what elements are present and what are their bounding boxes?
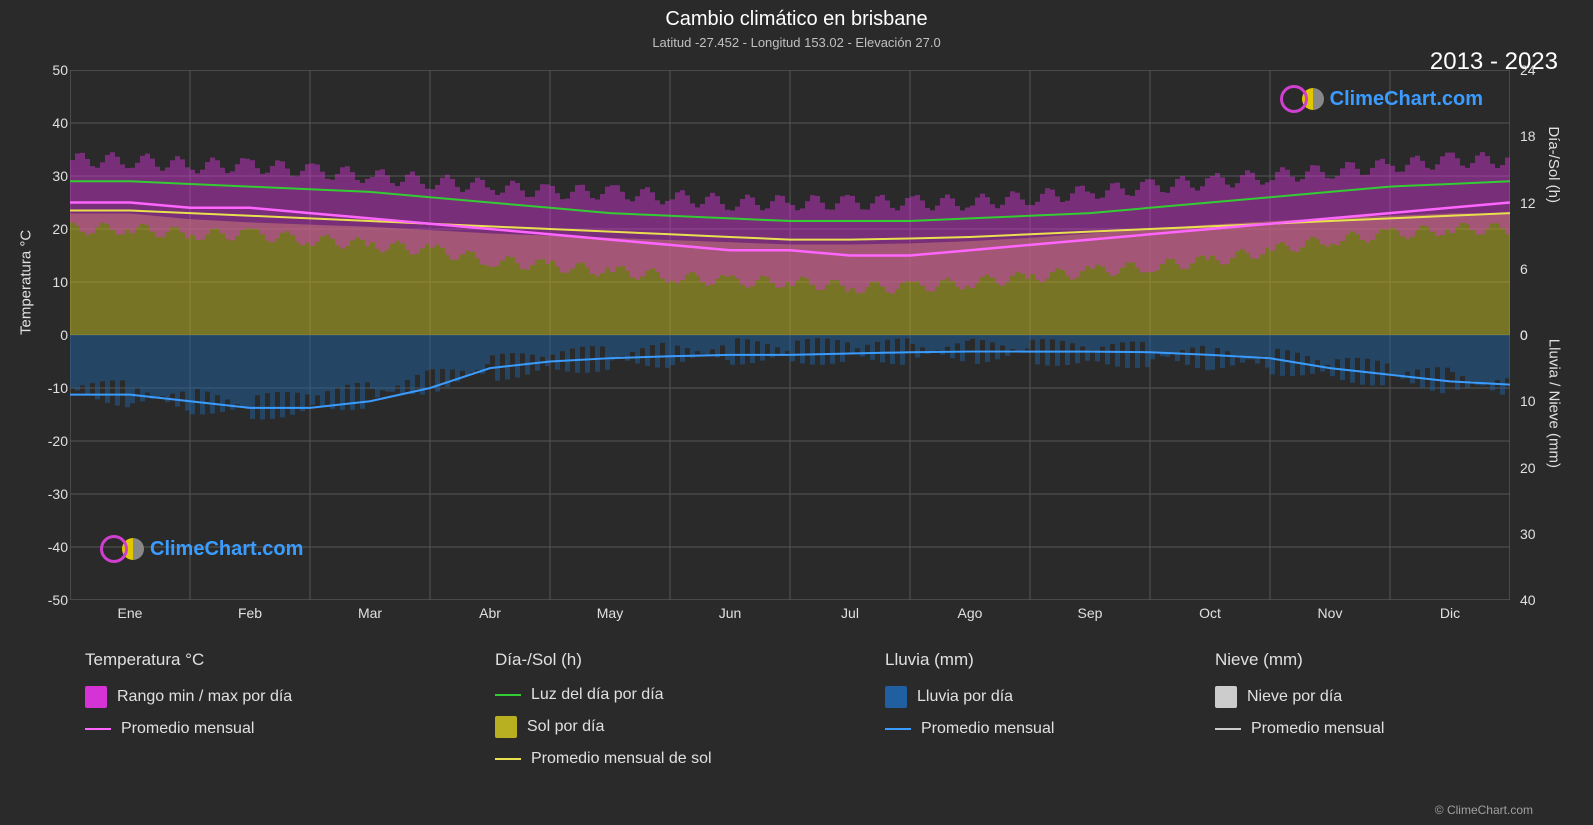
legend-label: Promedio mensual bbox=[121, 720, 254, 738]
logo-circle-icon bbox=[100, 535, 128, 563]
legend-col-temperature: Temperatura °C Rango min / max por día Pr… bbox=[85, 650, 465, 768]
x-tick: Ago bbox=[958, 605, 983, 621]
legend-swatch bbox=[495, 716, 517, 738]
watermark-text: ClimeChart.com bbox=[1330, 88, 1483, 111]
legend-header: Lluvia (mm) bbox=[885, 650, 1185, 670]
legend-item: Promedio mensual de sol bbox=[495, 750, 855, 768]
legend: Temperatura °C Rango min / max por día Pr… bbox=[85, 650, 1525, 768]
y-axis-right-bottom-title: Lluvia / Nieve (mm) bbox=[1546, 338, 1563, 467]
y-right-bottom-tick: 0 bbox=[1520, 327, 1528, 343]
legend-label: Promedio mensual de sol bbox=[531, 750, 712, 768]
legend-swatch bbox=[1215, 686, 1237, 708]
copyright: © ClimeChart.com bbox=[1435, 803, 1533, 817]
logo-circle-icon bbox=[1280, 85, 1308, 113]
legend-header: Temperatura °C bbox=[85, 650, 465, 670]
watermark-text: ClimeChart.com bbox=[150, 538, 303, 561]
y-left-tick: -30 bbox=[48, 486, 68, 502]
y-left-tick: 30 bbox=[52, 168, 68, 184]
legend-header: Nieve (mm) bbox=[1215, 650, 1515, 670]
legend-swatch bbox=[885, 686, 907, 708]
legend-swatch bbox=[85, 728, 111, 730]
legend-label: Promedio mensual bbox=[921, 720, 1054, 738]
legend-col-rain: Lluvia (mm) Lluvia por día Promedio mensu… bbox=[885, 650, 1185, 768]
legend-label: Luz del día por día bbox=[531, 686, 664, 704]
y-axis-right-top: Día-/Sol (h) 06121824 bbox=[1518, 70, 1558, 335]
y-right-top-tick: 24 bbox=[1520, 62, 1536, 78]
x-tick: Abr bbox=[479, 605, 501, 621]
legend-item: Nieve por día bbox=[1215, 686, 1515, 708]
legend-label: Lluvia por día bbox=[917, 688, 1013, 706]
x-tick: Mar bbox=[358, 605, 382, 621]
y-left-tick: -20 bbox=[48, 433, 68, 449]
chart-subtitle: Latitud -27.452 - Longitud 153.02 - Elev… bbox=[0, 31, 1593, 50]
y-right-top-tick: 6 bbox=[1520, 261, 1528, 277]
legend-swatch bbox=[85, 686, 107, 708]
legend-item: Rango min / max por día bbox=[85, 686, 465, 708]
x-tick: Oct bbox=[1199, 605, 1221, 621]
x-tick: Jun bbox=[719, 605, 742, 621]
y-right-bottom-tick: 40 bbox=[1520, 592, 1536, 608]
legend-label: Promedio mensual bbox=[1251, 720, 1384, 738]
y-left-tick: -10 bbox=[48, 380, 68, 396]
plot-area bbox=[70, 70, 1510, 600]
legend-swatch bbox=[1215, 728, 1241, 730]
legend-header: Día-/Sol (h) bbox=[495, 650, 855, 670]
y-left-tick: 50 bbox=[52, 62, 68, 78]
y-left-tick: 10 bbox=[52, 274, 68, 290]
y-left-tick: 20 bbox=[52, 221, 68, 237]
legend-col-snow: Nieve (mm) Nieve por día Promedio mensual bbox=[1215, 650, 1515, 768]
y-right-bottom-tick: 30 bbox=[1520, 526, 1536, 542]
legend-item: Promedio mensual bbox=[85, 720, 465, 738]
y-right-top-tick: 18 bbox=[1520, 128, 1536, 144]
x-axis: Ene Feb Mar Abr May Jun Jul Ago Sep Oct Nov Dic bbox=[70, 605, 1510, 630]
x-tick: Nov bbox=[1318, 605, 1343, 621]
legend-label: Sol por día bbox=[527, 718, 604, 736]
legend-swatch bbox=[495, 694, 521, 696]
legend-item: Lluvia por día bbox=[885, 686, 1185, 708]
y-axis-right-top-title: Día-/Sol (h) bbox=[1546, 126, 1563, 203]
y-axis-right-bottom: Lluvia / Nieve (mm) 010203040 bbox=[1518, 335, 1558, 600]
y-right-bottom-tick: 20 bbox=[1520, 460, 1536, 476]
chart-svg bbox=[70, 70, 1510, 600]
x-tick: Ene bbox=[118, 605, 143, 621]
y-left-tick: -50 bbox=[48, 592, 68, 608]
chart-title: Cambio climático en brisbane bbox=[0, 0, 1593, 31]
legend-item: Promedio mensual bbox=[1215, 720, 1515, 738]
legend-label: Rango min / max por día bbox=[117, 688, 292, 706]
y-left-tick: 0 bbox=[60, 327, 68, 343]
x-tick: May bbox=[597, 605, 623, 621]
x-tick: Feb bbox=[238, 605, 262, 621]
watermark-top: ClimeChart.com bbox=[1280, 85, 1483, 113]
y-right-bottom-tick: 10 bbox=[1520, 393, 1536, 409]
y-left-tick: -40 bbox=[48, 539, 68, 555]
climate-chart: Cambio climático en brisbane Latitud -27… bbox=[0, 0, 1593, 825]
x-tick: Sep bbox=[1078, 605, 1103, 621]
legend-item: Luz del día por día bbox=[495, 686, 855, 704]
y-axis-left: Temperatura °C -50-40-30-20-100102030405… bbox=[20, 70, 70, 600]
x-tick: Jul bbox=[841, 605, 859, 621]
legend-swatch bbox=[495, 758, 521, 760]
legend-swatch bbox=[885, 728, 911, 730]
y-axis-left-title: Temperatura °C bbox=[18, 230, 35, 335]
x-tick: Dic bbox=[1440, 605, 1460, 621]
legend-col-daysun: Día-/Sol (h) Luz del día por día Sol por … bbox=[495, 650, 855, 768]
legend-item: Sol por día bbox=[495, 716, 855, 738]
legend-label: Nieve por día bbox=[1247, 688, 1342, 706]
y-left-tick: 40 bbox=[52, 115, 68, 131]
watermark-bottom: ClimeChart.com bbox=[100, 535, 303, 563]
legend-item: Promedio mensual bbox=[885, 720, 1185, 738]
y-right-top-tick: 12 bbox=[1520, 195, 1536, 211]
